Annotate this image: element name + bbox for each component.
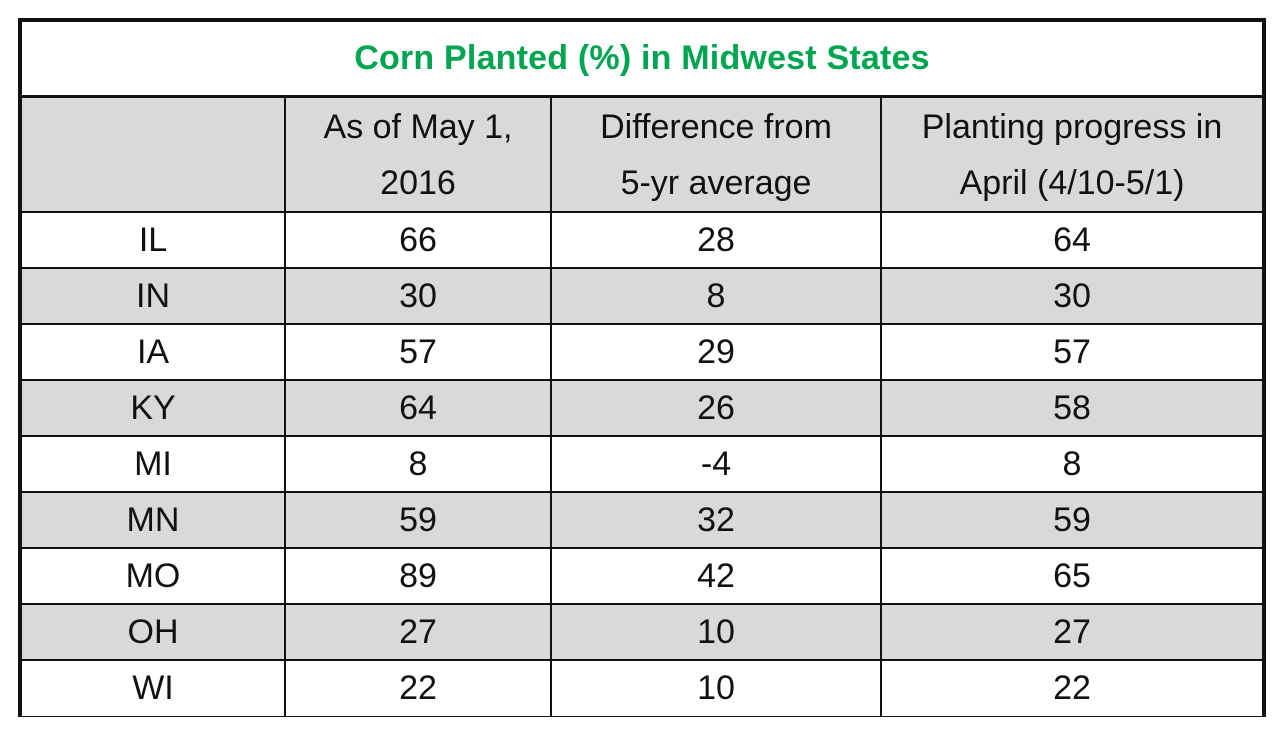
april-progress-cell: 22 (880, 660, 1262, 716)
difference-cell: 10 (550, 660, 881, 716)
table-row: WI 22 10 22 (22, 660, 1262, 716)
table-title: Corn Planted (%) in Midwest States (354, 39, 930, 77)
as-of-may-1-cell: 8 (284, 436, 551, 493)
state-cell: MI (22, 436, 285, 493)
data-table: As of May 1, 2016 Difference from 5-yr a… (22, 98, 1262, 716)
header-as-of-may-1-line-2: 2016 (380, 163, 456, 202)
april-progress-cell: 27 (880, 604, 1262, 661)
table-row: KY 64 26 58 (22, 380, 1262, 437)
april-progress-cell: 30 (880, 268, 1262, 325)
state-cell: MO (22, 548, 285, 605)
difference-cell: 26 (550, 380, 881, 437)
difference-cell: 8 (550, 268, 881, 325)
as-of-may-1-cell: 22 (284, 660, 551, 716)
header-difference: Difference from 5-yr average (550, 98, 881, 213)
table-row: MN 59 32 59 (22, 492, 1262, 549)
as-of-may-1-cell: 64 (284, 380, 551, 437)
header-as-of-may-1-line-1: As of May 1, (323, 107, 513, 146)
as-of-may-1-cell: 59 (284, 492, 551, 549)
as-of-may-1-cell: 66 (284, 212, 551, 269)
header-row: As of May 1, 2016 Difference from 5-yr a… (22, 98, 1262, 213)
as-of-may-1-cell: 30 (284, 268, 551, 325)
difference-cell: 29 (550, 324, 881, 381)
header-state (22, 98, 285, 213)
header-april-progress-line-2: April (4/10-5/1) (959, 163, 1185, 202)
table-row: MI 8 -4 8 (22, 436, 1262, 493)
difference-cell: 32 (550, 492, 881, 549)
table-frame: Corn Planted (%) in Midwest States As of… (18, 18, 1266, 717)
difference-cell: -4 (550, 436, 881, 493)
state-cell: MN (22, 492, 285, 549)
as-of-may-1-cell: 89 (284, 548, 551, 605)
state-cell: WI (132, 669, 174, 707)
state-cell: KY (22, 380, 285, 437)
header-difference-line-2: 5-yr average (620, 163, 812, 202)
table-row: OH 27 10 27 (22, 604, 1262, 661)
header-as-of-may-1: As of May 1, 2016 (284, 98, 551, 213)
april-progress-cell: 65 (880, 548, 1262, 605)
table-row: IL 66 28 64 (22, 212, 1262, 269)
table-row: MO 89 42 65 (22, 548, 1262, 605)
difference-cell: 42 (550, 548, 881, 605)
header-difference-line-1: Difference from (600, 107, 832, 146)
state-cell: IL (22, 212, 285, 269)
table-row: IN 30 8 30 (22, 268, 1262, 325)
difference-cell: 10 (550, 604, 881, 661)
april-progress-cell: 8 (880, 436, 1262, 493)
table-row: IA 57 29 57 (22, 324, 1262, 381)
state-cell: IA (22, 324, 285, 381)
april-progress-cell: 64 (880, 212, 1262, 269)
header-april-progress-line-1: Planting progress in (921, 107, 1223, 146)
state-cell: OH (22, 604, 285, 661)
state-cell: IN (22, 268, 285, 325)
april-progress-cell: 57 (880, 324, 1262, 381)
april-progress-cell: 59 (880, 492, 1262, 549)
header-april-progress: Planting progress in April (4/10-5/1) (880, 98, 1262, 213)
april-progress-cell: 58 (880, 380, 1262, 437)
as-of-may-1-cell: 57 (284, 324, 551, 381)
difference-cell: 28 (550, 212, 881, 269)
as-of-may-1-cell: 27 (284, 604, 551, 661)
title-row: Corn Planted (%) in Midwest States (22, 22, 1262, 98)
